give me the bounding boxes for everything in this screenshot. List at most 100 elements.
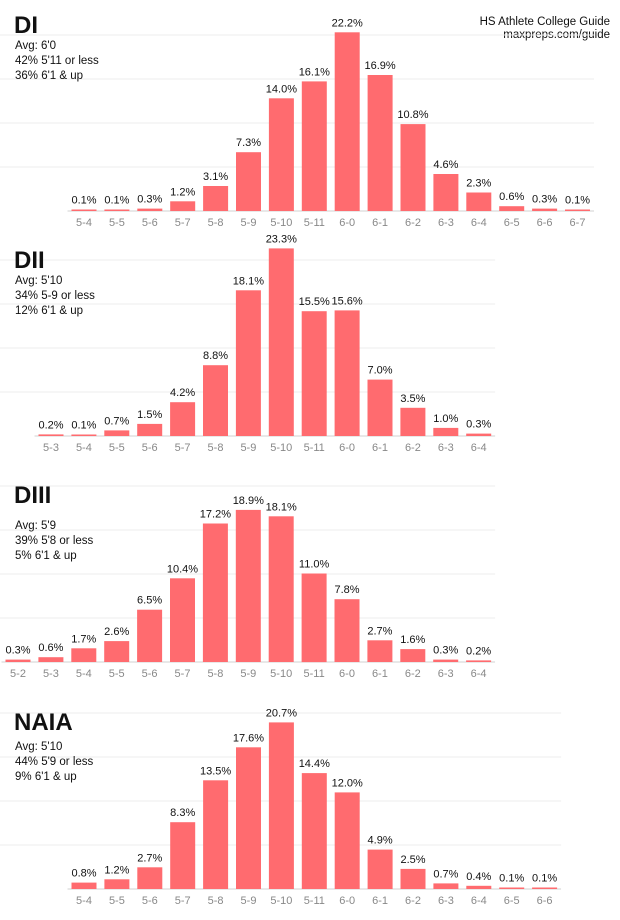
bar <box>38 657 64 662</box>
chart-panel-naia: NAIA Avg: 5'10 44% 5'9 or less 9% 6'1 & up 0… <box>0 707 562 907</box>
bar-value-label: 2.7% <box>367 625 392 637</box>
bar-value-label: 1.2% <box>104 864 129 876</box>
stat-line: 12% 6'1 & up <box>15 305 83 317</box>
bar <box>400 649 426 662</box>
bar-value-label: 1.6% <box>400 634 425 646</box>
stat-line: Avg: 5'10 <box>15 741 62 753</box>
x-tick-label: 5-9 <box>240 668 256 680</box>
bar-value-label: 0.3% <box>466 419 491 431</box>
bar-value-label: 1.0% <box>433 413 458 425</box>
x-tick-label: 6-5 <box>504 895 520 907</box>
bar-value-label: 4.9% <box>368 835 393 847</box>
bar <box>235 509 261 662</box>
x-tick-label: 6-2 <box>405 442 421 454</box>
x-tick-label: 5-6 <box>142 668 158 680</box>
bar-value-label: 7.0% <box>367 365 392 377</box>
bar <box>137 423 163 436</box>
bar-value-label: 0.1% <box>565 195 590 207</box>
bar <box>301 311 327 436</box>
stat-line: 34% 5-9 or less <box>15 290 95 302</box>
bar <box>400 868 426 889</box>
x-tick-label: 5-2 <box>10 668 26 680</box>
x-tick-label: 6-3 <box>438 668 454 680</box>
x-tick-label: 5-11 <box>304 442 325 454</box>
x-tick-label: 5-9 <box>241 895 257 907</box>
bar-value-label: 8.8% <box>203 350 228 362</box>
bar <box>71 434 97 436</box>
bar-value-label: 10.8% <box>397 109 428 121</box>
x-tick-label: 5-10 <box>270 895 292 907</box>
x-tick-label: 5-8 <box>208 442 224 454</box>
bar <box>367 75 393 211</box>
x-tick-label: 5-8 <box>208 895 224 907</box>
bar-value-label: 2.5% <box>400 854 425 866</box>
bar-value-label: 0.3% <box>433 645 458 657</box>
stat-line: 42% 5'11 or less <box>15 55 99 67</box>
bar <box>71 648 97 662</box>
x-tick-label: 5-7 <box>175 217 191 229</box>
bar <box>565 209 590 211</box>
x-tick-label: 5-11 <box>303 668 324 680</box>
bar <box>433 174 459 211</box>
bar-value-label: 0.3% <box>5 645 30 657</box>
bar-value-label: 18.1% <box>266 501 297 513</box>
bar <box>466 192 492 211</box>
bar-value-label: 0.7% <box>104 415 129 427</box>
stat-line: 36% 6'1 & up <box>15 70 83 82</box>
bar-value-label: 0.1% <box>499 873 524 885</box>
x-tick-label: 6-0 <box>339 668 355 680</box>
bar-value-label: 1.2% <box>170 186 195 198</box>
x-tick-label: 6-4 <box>471 668 487 680</box>
x-tick-label: 5-4 <box>76 895 92 907</box>
stat-line: 5% 6'1 & up <box>15 550 77 562</box>
bar-value-label: 0.7% <box>433 868 458 880</box>
x-tick-label: 5-9 <box>241 217 257 229</box>
x-tick-label: 5-11 <box>304 217 325 229</box>
bar-value-label: 0.1% <box>532 873 557 885</box>
bar-value-label: 0.3% <box>137 194 162 206</box>
x-tick-label: 6-5 <box>504 217 520 229</box>
bar-value-label: 0.6% <box>38 642 63 654</box>
bar <box>532 887 558 889</box>
bar <box>170 822 196 889</box>
x-tick-label: 5-4 <box>76 442 92 454</box>
bar-value-label: 10.4% <box>167 563 198 575</box>
division-title: NAIA <box>14 709 73 736</box>
bar-value-label: 1.5% <box>137 409 162 421</box>
bar <box>203 365 228 436</box>
x-tick-label: 6-3 <box>438 217 454 229</box>
bar <box>367 379 393 436</box>
bar-value-label: 12.0% <box>332 777 363 789</box>
bar-value-label: 4.6% <box>433 159 458 171</box>
bar-value-label: 2.3% <box>466 178 491 190</box>
bar-value-label: 2.6% <box>104 626 129 638</box>
bar <box>104 430 130 436</box>
x-tick-label: 6-0 <box>339 442 355 454</box>
bar <box>236 747 261 889</box>
bar-value-label: 3.5% <box>400 393 425 405</box>
x-tick-label: 5-8 <box>208 217 224 229</box>
x-tick-label: 5-3 <box>43 668 59 680</box>
stat-line: 9% 6'1 & up <box>15 771 77 783</box>
x-tick-label: 5-6 <box>142 217 158 229</box>
bar-value-label: 2.7% <box>137 852 162 864</box>
x-tick-label: 6-1 <box>372 442 388 454</box>
bar-value-label: 17.6% <box>233 732 264 744</box>
x-tick-label: 5-5 <box>109 895 125 907</box>
bar <box>104 209 130 211</box>
x-tick-label: 6-0 <box>339 895 355 907</box>
bar-value-label: 18.9% <box>233 495 264 507</box>
bar <box>367 849 393 889</box>
x-tick-label: 6-2 <box>405 895 421 907</box>
bar-value-label: 20.7% <box>266 707 297 719</box>
bar-value-label: 7.3% <box>236 137 261 149</box>
bar-value-label: 0.1% <box>71 420 96 432</box>
stat-line: 44% 5'9 or less <box>15 756 94 768</box>
bar-value-label: 0.6% <box>499 191 524 203</box>
bar <box>170 402 196 436</box>
bar <box>466 660 492 662</box>
bar <box>71 209 97 211</box>
bar <box>400 407 426 436</box>
